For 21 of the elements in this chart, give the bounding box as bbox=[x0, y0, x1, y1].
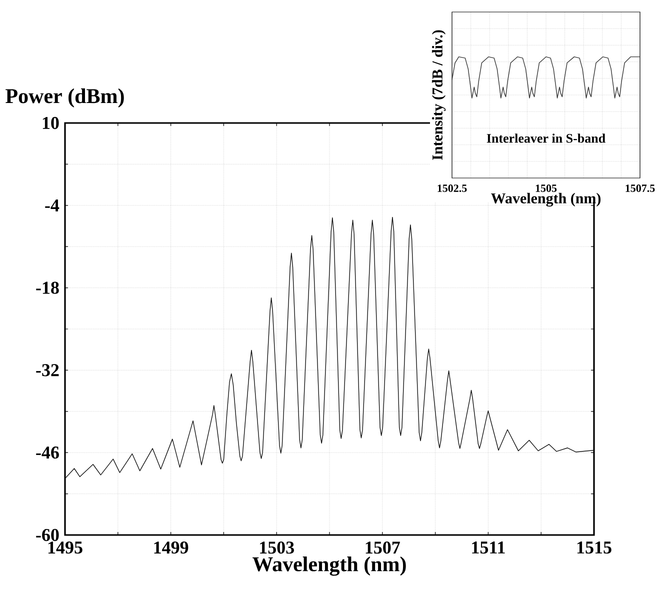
y-tick-label: -46 bbox=[36, 446, 59, 459]
x-tick-label: 1495 bbox=[48, 542, 82, 554]
x-tick-label: 1503 bbox=[260, 542, 294, 554]
line-series bbox=[65, 216, 594, 479]
x-tick-label: 1511 bbox=[472, 542, 505, 554]
x-tick-label: 1505 bbox=[536, 184, 557, 192]
y-tick-label: -18 bbox=[36, 282, 59, 294]
y-axis-title: Power (dBm) bbox=[6, 88, 124, 108]
y-tick-label: -32 bbox=[36, 364, 59, 376]
x-tick-label: 1502.5 bbox=[438, 184, 467, 192]
y-tick-label: 10 bbox=[42, 116, 59, 130]
x-tick-label: 1499 bbox=[154, 542, 188, 554]
x-tick-label: 1515 bbox=[577, 542, 612, 554]
x-tick-label: 1507 bbox=[366, 542, 400, 554]
x-axis-title: Wavelength (nm) bbox=[252, 556, 406, 576]
y-tick-label: -4 bbox=[45, 199, 60, 212]
x-axis-title: Wavelength (nm) bbox=[491, 192, 601, 207]
y-tick-label: -60 bbox=[36, 528, 59, 542]
annotation: Interleaver in S-band bbox=[486, 134, 606, 143]
y-axis-title: Intensity (7dB / div.) bbox=[432, 30, 446, 160]
x-tick-label: 1507.5 bbox=[626, 184, 655, 192]
